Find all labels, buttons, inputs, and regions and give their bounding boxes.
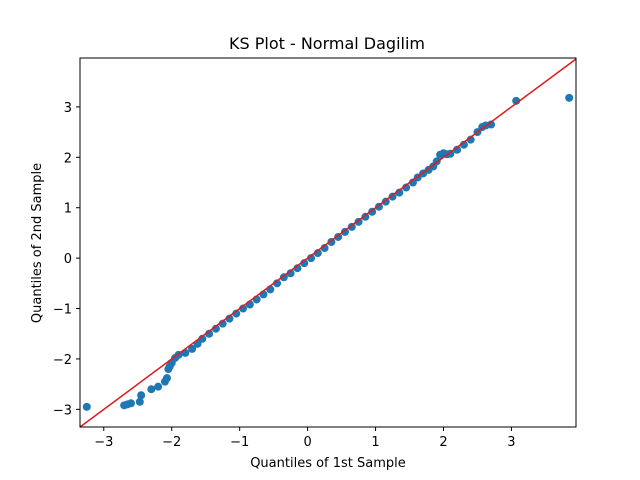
data-point (225, 314, 234, 323)
chart-title: KS Plot - Normal Dagilim (229, 34, 425, 53)
data-point (327, 237, 336, 246)
data-point (147, 385, 156, 394)
data-point (512, 96, 521, 105)
x-tick-label: 3 (507, 435, 515, 450)
x-axis-label: Quantiles of 1st Sample (250, 456, 406, 471)
y-tick-label: 2 (64, 151, 72, 166)
y-axis-ticks: −3 −2 −1 0 1 2 3 (53, 101, 80, 418)
y-tick-label: 3 (64, 101, 72, 116)
data-point (408, 178, 417, 187)
data-point (347, 222, 356, 231)
x-tick-label: −1 (230, 435, 249, 450)
data-point (82, 402, 91, 411)
scatter-points (82, 93, 574, 411)
data-point (313, 249, 322, 258)
plot-border (79, 57, 577, 428)
data-point (395, 188, 404, 197)
plot-area (79, 57, 577, 428)
data-point (446, 149, 455, 158)
y-tick-label: −1 (53, 303, 72, 318)
data-point (307, 254, 316, 263)
data-point (211, 324, 220, 333)
y-tick-label: 1 (64, 202, 72, 217)
data-point (388, 192, 397, 201)
data-point (334, 232, 343, 241)
data-point (487, 120, 496, 129)
data-point (232, 309, 241, 318)
y-tick-label: 0 (64, 252, 72, 267)
data-point (402, 183, 411, 192)
data-point (466, 135, 475, 144)
y-axis-label: Quantiles of 2nd Sample (30, 163, 45, 323)
y-tick-label: −2 (53, 353, 72, 368)
data-point (126, 399, 135, 408)
data-point (354, 217, 363, 226)
data-point (279, 273, 288, 282)
x-tick-label: 0 (303, 435, 311, 450)
data-point (135, 397, 144, 406)
y-tick-label: −3 (53, 403, 72, 418)
data-point (239, 304, 248, 313)
data-point (198, 334, 207, 343)
data-point (459, 140, 468, 149)
reference-line (79, 58, 577, 428)
data-point (293, 264, 302, 273)
data-point (381, 197, 390, 206)
data-point (162, 374, 171, 383)
data-point (188, 344, 197, 353)
x-tick-label: −2 (162, 435, 181, 450)
data-point (137, 391, 146, 400)
x-tick-label: −3 (94, 435, 113, 450)
data-point (340, 227, 349, 236)
data-point (273, 279, 282, 288)
data-point (368, 207, 377, 216)
data-point (205, 329, 214, 338)
data-point (374, 202, 383, 211)
data-point (154, 382, 163, 391)
data-point (565, 93, 574, 102)
data-point (320, 244, 329, 253)
data-point (361, 212, 370, 221)
x-tick-label: 2 (439, 435, 447, 450)
data-point (286, 269, 295, 278)
x-axis-ticks: −3 −2 −1 0 1 2 3 (94, 427, 516, 450)
data-point (453, 145, 462, 154)
data-point (218, 319, 227, 328)
data-point (300, 259, 309, 268)
x-tick-label: 1 (371, 435, 379, 450)
